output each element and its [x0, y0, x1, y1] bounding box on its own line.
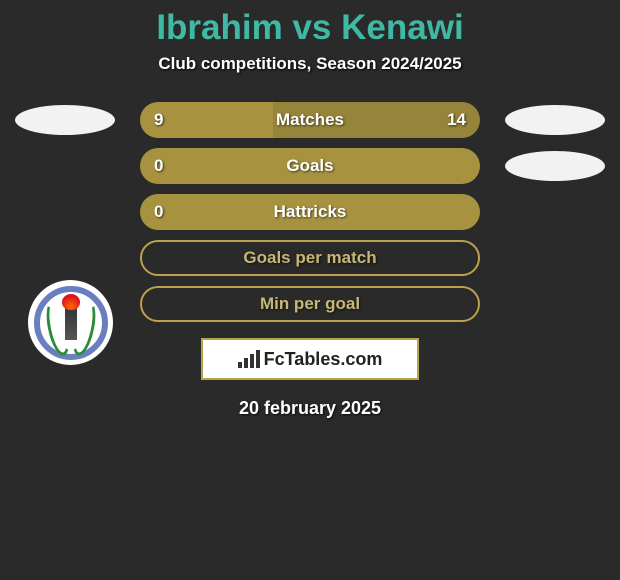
- stat-pill-gpm: Goals per match: [140, 240, 480, 276]
- right-team-marker: [505, 105, 605, 135]
- stat-label: Goals: [286, 156, 333, 176]
- flame-icon: [62, 294, 80, 310]
- stat-label: Min per goal: [260, 294, 360, 314]
- stat-value-left: 9: [154, 110, 163, 130]
- left-team-marker: [15, 105, 115, 135]
- date-label: 20 february 2025: [0, 398, 620, 419]
- brand-box[interactable]: FcTables.com: [201, 338, 419, 380]
- stat-row: 0 Hattricks: [0, 194, 620, 230]
- stat-label: Hattricks: [274, 202, 347, 222]
- club-badge-left: [28, 280, 113, 365]
- stat-row: 9 Matches 14: [0, 102, 620, 138]
- stat-pill-matches: 9 Matches 14: [140, 102, 480, 138]
- right-team-marker: [505, 151, 605, 181]
- stats-container: 9 Matches 14 0 Goals 0 Hattricks Goals p…: [0, 102, 620, 322]
- stat-value-right: 14: [447, 110, 466, 130]
- stat-label: Matches: [276, 110, 344, 130]
- bars-icon: [238, 350, 260, 368]
- subtitle: Club competitions, Season 2024/2025: [0, 54, 620, 102]
- stat-row: 0 Goals: [0, 148, 620, 184]
- title-left: Ibrahim: [156, 8, 282, 47]
- title-right: Kenawi: [341, 8, 464, 47]
- stat-value-left: 0: [154, 202, 163, 222]
- torch-icon: [65, 306, 77, 340]
- stat-label: Goals per match: [243, 248, 376, 268]
- brand-text: FcTables.com: [264, 349, 383, 370]
- club-badge-ring: [34, 286, 108, 360]
- stat-row: Goals per match: [0, 240, 620, 276]
- page-title: Ibrahim vs Kenawi: [0, 0, 620, 54]
- stat-pill-goals: 0 Goals: [140, 148, 480, 184]
- title-vs: vs: [292, 8, 331, 47]
- stat-pill-hattricks: 0 Hattricks: [140, 194, 480, 230]
- stat-value-left: 0: [154, 156, 163, 176]
- stat-pill-mpg: Min per goal: [140, 286, 480, 322]
